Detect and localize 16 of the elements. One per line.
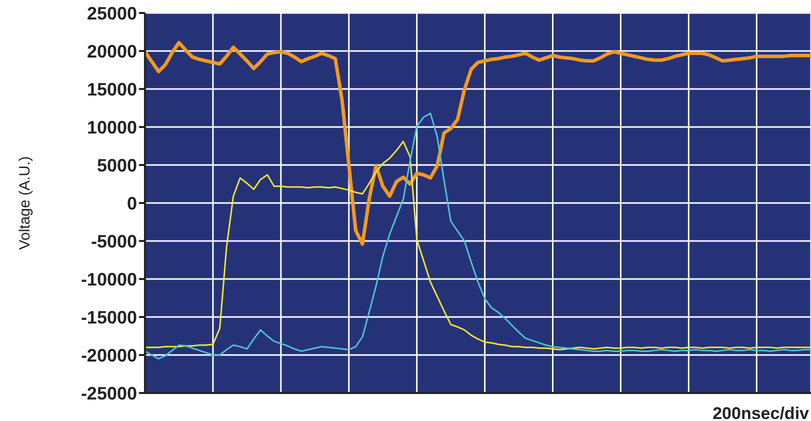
y-tick-label: 10000 [86,117,137,138]
y-tick-label: -5000 [90,231,137,252]
y-tick-label: -25000 [80,383,137,404]
line-series [145,140,811,350]
line-series [145,40,811,246]
y-tick-label: -15000 [80,307,137,328]
y-tick-label: 0 [126,193,137,214]
y-tick-label: -20000 [80,345,137,366]
y-axis-title: Voltage (A.U.) [16,156,34,250]
x-axis-title: 200nsec/div [712,404,810,421]
y-tick-label: -10000 [80,269,137,290]
y-tick-label: 20000 [86,41,137,62]
y-tick-label: 15000 [86,79,137,100]
line-series [145,112,811,360]
y-tick-label: 5000 [96,155,137,176]
y-tick-label: 25000 [86,3,137,24]
